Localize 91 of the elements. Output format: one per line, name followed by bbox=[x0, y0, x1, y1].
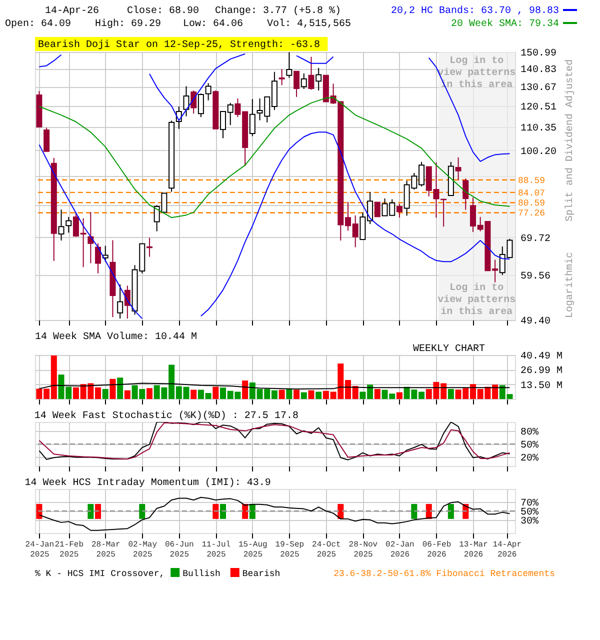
legend-label: 20 Week SMA: 79.34 bbox=[450, 18, 559, 30]
y-tick-label: 20% bbox=[520, 454, 539, 465]
x-tick-label: 24-Oct 2025 bbox=[312, 540, 341, 560]
text: 23.6-38.2-50-61.8% Fibonacci Retracements bbox=[334, 569, 555, 579]
candlestick bbox=[249, 98, 256, 137]
text: Open: 64.09 bbox=[5, 19, 72, 30]
bar bbox=[242, 380, 248, 399]
y-tick-label: 150.99 bbox=[520, 48, 557, 60]
y-tick-label: 80% bbox=[520, 427, 539, 438]
bar bbox=[212, 386, 219, 399]
bar bbox=[190, 390, 197, 399]
y-tick-label: 69.72 bbox=[520, 234, 551, 245]
y-tick-label: 59.56 bbox=[520, 272, 551, 283]
x-tick-label: 13-Mar 2026 bbox=[459, 540, 488, 560]
y-tick-label: 140.83 bbox=[520, 65, 557, 76]
candlestick bbox=[117, 284, 124, 320]
candlestick bbox=[66, 216, 72, 234]
x-tick-label: 14-Apr 2026 bbox=[492, 540, 522, 560]
bar bbox=[146, 388, 152, 399]
y-tick-label: 40.49 M bbox=[520, 352, 563, 362]
candlestick bbox=[300, 72, 307, 90]
candlestick bbox=[316, 67, 322, 91]
line-series bbox=[38, 496, 510, 531]
candlestick bbox=[95, 242, 102, 274]
candlestick bbox=[294, 70, 300, 98]
y-tick-label: 130.67 bbox=[520, 83, 557, 94]
ref-line-label: 77.26 bbox=[518, 208, 546, 219]
ref-line-label: 84.07 bbox=[518, 188, 546, 198]
y-tick-label: 120.51 bbox=[520, 102, 557, 114]
bar bbox=[374, 389, 380, 399]
x-tick-label: 06-Jun 2025 bbox=[164, 540, 194, 560]
candlestick bbox=[374, 202, 380, 218]
y-tick-label: 50% bbox=[520, 440, 539, 452]
y-tick-label: 26.99 M bbox=[520, 366, 563, 378]
x-tick-label: 21-Feb 2025 bbox=[54, 540, 84, 560]
legend-label: Bearish bbox=[242, 569, 280, 579]
candlestick bbox=[286, 52, 292, 78]
candlestick bbox=[455, 156, 462, 180]
candlestick bbox=[462, 178, 469, 210]
text: 14-Apr-26 bbox=[45, 6, 100, 17]
x-tick-label: 28-Nov 2025 bbox=[348, 540, 378, 560]
text: Logarithmic bbox=[564, 252, 576, 318]
text: Bearish Doji Star on 12-Sep-25, Strength: -63.8 bbox=[38, 39, 320, 51]
bar bbox=[110, 378, 116, 399]
text: Change: 3.77 (+5.8 %) bbox=[215, 5, 342, 17]
bar bbox=[308, 390, 314, 399]
ref-line-label: 88.59 bbox=[518, 176, 546, 186]
text: Low: 64.06 bbox=[183, 19, 244, 30]
bar bbox=[102, 389, 108, 399]
x-tick-label: 19-Sep 2025 bbox=[275, 540, 304, 560]
x-tick-label: 02-Jan 2026 bbox=[386, 540, 415, 560]
legend-label: 20,2 HC Bands: 63.70 , 98.83 bbox=[390, 5, 559, 17]
text: Log in to view patterns in this area bbox=[438, 283, 516, 318]
bar bbox=[316, 392, 322, 399]
y-tick-label: 13.50 M bbox=[520, 380, 563, 392]
text: WEEKLY CHART bbox=[412, 344, 485, 355]
y-axis-title: Split and Dividend Adjusted bbox=[564, 59, 576, 222]
bar bbox=[124, 390, 130, 399]
candlestick bbox=[396, 203, 402, 218]
y-tick-label: 110.35 bbox=[520, 124, 557, 135]
bar bbox=[286, 389, 292, 399]
text: High: 69.29 bbox=[95, 18, 162, 30]
bar bbox=[300, 392, 307, 399]
x-tick-label: 15-Aug 2025 bbox=[238, 540, 268, 560]
legend-title: % K - HCS IMI Crossover, bbox=[35, 569, 165, 579]
candlestick bbox=[308, 56, 314, 90]
text: Close: 68.90 bbox=[127, 5, 200, 17]
x-tick-label: 11-Jul 2025 bbox=[202, 540, 231, 560]
x-tick-label: 24-Jan 2025 bbox=[25, 540, 54, 560]
bar bbox=[448, 389, 454, 399]
bar bbox=[117, 378, 124, 399]
x-tick-label: 02-May 2025 bbox=[128, 540, 158, 560]
bar bbox=[278, 390, 285, 399]
y-tick-label: 100.20 bbox=[520, 146, 557, 158]
x-tick-label: 28-Mar 2025 bbox=[91, 540, 120, 560]
bar bbox=[294, 390, 300, 399]
candlestick bbox=[58, 209, 64, 242]
x-tick-label: 06-Feb 2026 bbox=[422, 540, 452, 560]
ref-line-label: 80.59 bbox=[518, 198, 546, 209]
chart-title: 14 Week Fast Stochastic (%K)(%D) : 27.5 17.8 bbox=[34, 410, 298, 422]
text: Vol: 4,515,565 bbox=[267, 18, 352, 30]
chart-title: 14 Week HCS Intraday Momentum (IMI): 43.9 bbox=[24, 477, 271, 489]
candlestick bbox=[44, 127, 50, 152]
candlestick bbox=[278, 68, 285, 86]
candlestick bbox=[146, 237, 152, 258]
y-tick-label: 30% bbox=[520, 516, 539, 528]
bar bbox=[396, 392, 402, 399]
candlestick bbox=[88, 211, 94, 264]
chart-title: 14 Week SMA Volume: 10.44 M bbox=[35, 331, 198, 343]
y-tick-label: 49.40 bbox=[520, 316, 551, 328]
legend-label: Bullish bbox=[182, 569, 220, 579]
